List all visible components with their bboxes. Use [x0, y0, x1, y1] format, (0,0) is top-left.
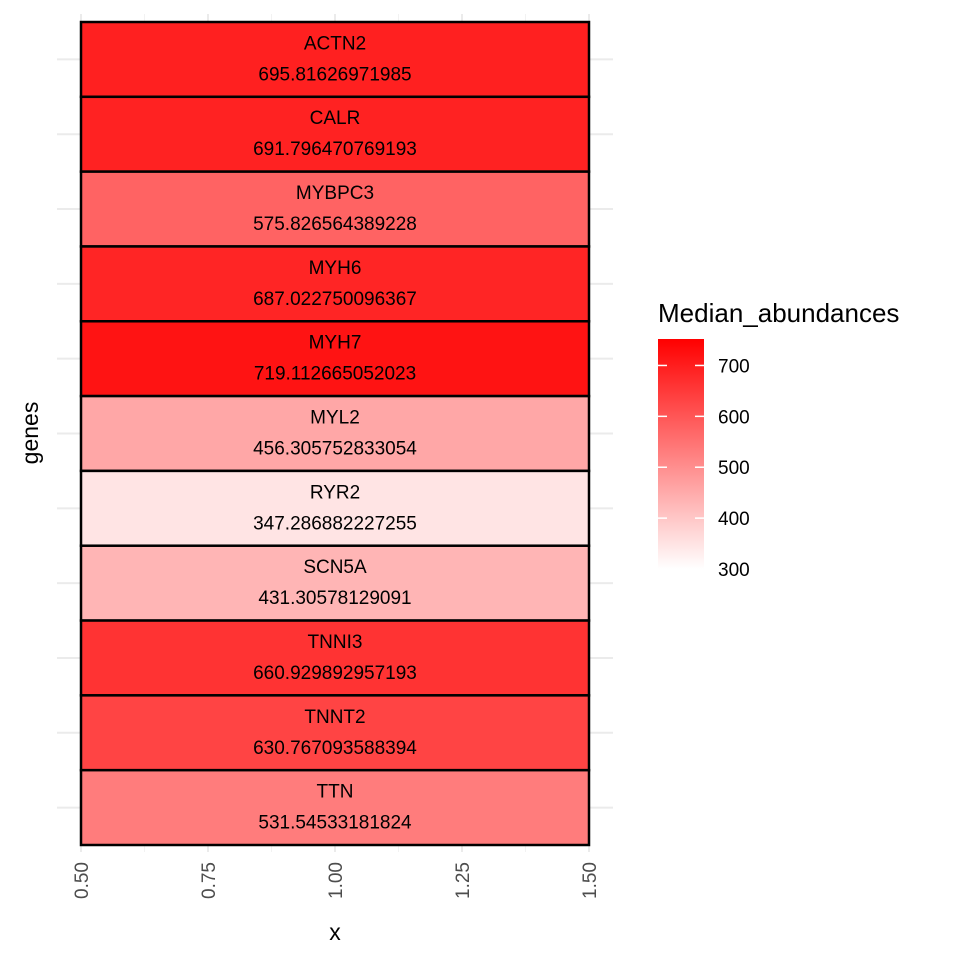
heatmap-tile: [79, 619, 591, 697]
heatmap-tile: [79, 320, 591, 398]
cell-gene-label: MYH7: [309, 333, 362, 354]
heatmap-cell: MYH6 687.022750096367: [79, 245, 591, 323]
legend-color-bar: [658, 339, 704, 569]
heatmap-tile: [79, 544, 591, 622]
cell-value-label: 431.30578129091: [258, 588, 411, 609]
heatmap-tile: [79, 694, 591, 772]
heatmap-cell: CALR 691.796470769193: [79, 95, 591, 173]
color-legend: Median_abundances 300 400 500 600 700: [658, 298, 899, 581]
x-tick-label: 0.75: [199, 862, 220, 899]
heatmap-tile: [79, 245, 591, 323]
cell-value-label: 347.286882227255: [253, 513, 417, 534]
legend-tick-label: 300: [718, 560, 750, 581]
cell-value-label: 660.929892957193: [253, 663, 417, 684]
heatmap-cell: TNNI3 660.929892957193: [79, 619, 591, 697]
heatmap-cell: RYR2 347.286882227255: [79, 469, 591, 547]
y-axis-title: genes: [17, 402, 43, 465]
heatmap-cell: MYBPC3 575.826564389228: [79, 170, 591, 248]
cell-value-label: 531.54533181824: [258, 813, 412, 834]
cell-value-label: 456.305752833054: [253, 439, 417, 460]
x-tick-label: 0.50: [72, 862, 93, 899]
x-tick-label: 1.25: [453, 862, 474, 899]
cell-gene-label: MYBPC3: [296, 183, 374, 204]
heatmap-tile: [79, 95, 591, 173]
heatmap-tile: [79, 170, 591, 248]
heatmap-tile: [79, 469, 591, 547]
heatmap-tile: [79, 20, 591, 99]
legend-ticks: 300 400 500 600 700: [658, 356, 750, 581]
cell-value-label: 630.767093588394: [253, 738, 417, 759]
cell-gene-label: RYR2: [310, 482, 360, 503]
cell-value-label: 691.796470769193: [253, 139, 417, 160]
cell-gene-label: TTN: [317, 782, 354, 803]
cell-gene-label: MYH6: [309, 258, 362, 279]
cell-value-label: 687.022750096367: [253, 289, 417, 310]
heatmap-cell: ACTN2 695.81626971985: [79, 20, 591, 99]
legend-tick-label: 500: [718, 458, 750, 479]
cell-value-label: 719.112665052023: [254, 364, 416, 385]
cell-gene-label: ACTN2: [304, 33, 366, 54]
heatmap-cells: ACTN2 695.81626971985 CALR 691.796470769193…: [79, 20, 591, 847]
cell-value-label: 575.826564389228: [253, 214, 417, 235]
legend-tick-label: 700: [718, 356, 750, 377]
cell-gene-label: MYL2: [310, 408, 360, 429]
heatmap-cell: TTN 531.54533181824: [79, 768, 591, 847]
heatmap-cell: SCN5A 431.30578129091: [79, 544, 591, 622]
cell-gene-label: TNNT2: [304, 707, 365, 728]
legend-title: Median_abundances: [658, 298, 899, 328]
cell-gene-label: TNNI3: [308, 632, 363, 653]
legend-tick-label: 600: [718, 407, 750, 428]
cell-gene-label: CALR: [310, 108, 361, 129]
cell-value-label: 695.81626971985: [258, 64, 411, 85]
heatmap-tile: [79, 768, 591, 847]
x-tick-label: 1.00: [326, 862, 347, 899]
x-axis-title: x: [329, 919, 341, 945]
x-axis-ticks: 0.50 0.75 1.00 1.25 1.50: [72, 862, 601, 899]
cell-gene-label: SCN5A: [303, 557, 367, 578]
legend-tick-label: 400: [718, 509, 750, 530]
heatmap-cell: MYH7 719.112665052023: [79, 320, 591, 398]
heatmap-cell: MYL2 456.305752833054: [79, 394, 591, 473]
heatmap-cell: TNNT2 630.767093588394: [79, 694, 591, 772]
x-tick-label: 1.50: [580, 862, 601, 899]
